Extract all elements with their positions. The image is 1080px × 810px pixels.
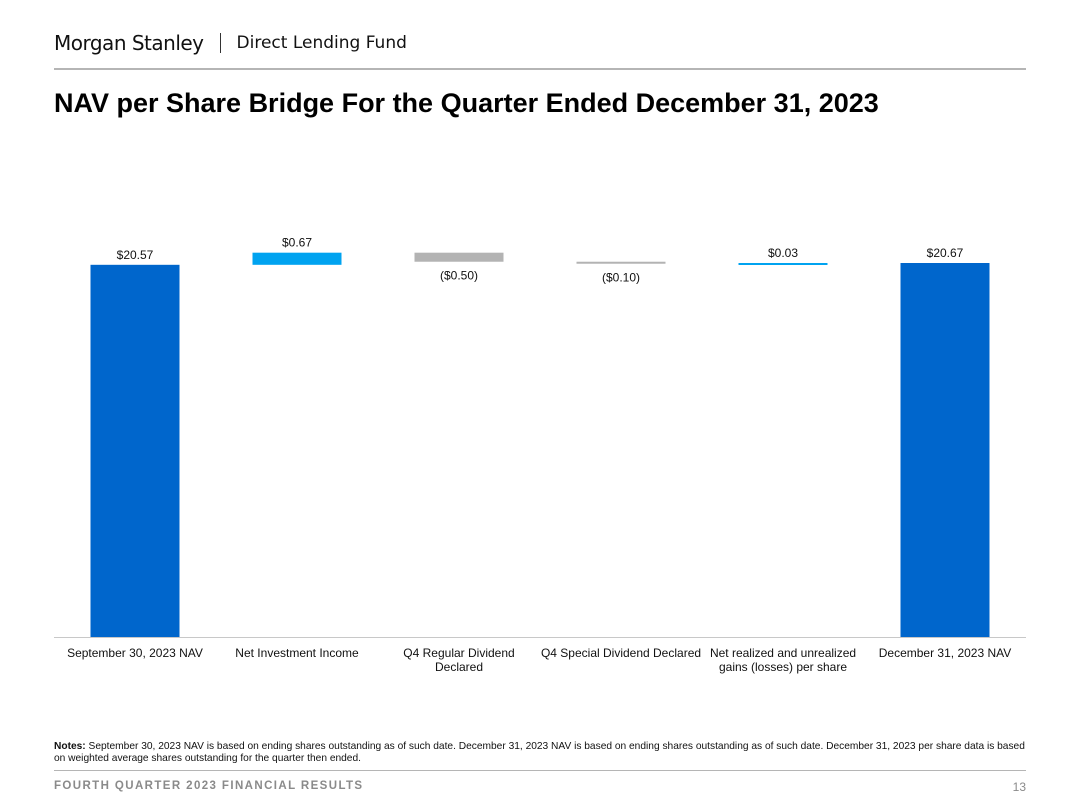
- bar-2: [252, 252, 342, 265]
- value-label-4: ($0.10): [602, 271, 640, 285]
- value-label-3: ($0.50): [440, 269, 478, 283]
- category-label-3: Q4 Regular Dividend: [403, 646, 514, 660]
- value-label-2: $0.67: [282, 236, 312, 250]
- category-label-3-line-2: Declared: [435, 660, 483, 674]
- footer-section: FOURTH QUARTER 2023 FINANCIAL RESULTS: [54, 780, 364, 792]
- category-label-1: September 30, 2023 NAV: [67, 646, 203, 660]
- value-label-6: $20.67: [927, 246, 964, 260]
- category-label-5-line-2: gains (losses) per share: [719, 660, 847, 674]
- category-label-6: December 31, 2023 NAV: [879, 646, 1012, 660]
- brand-logo: Morgan Stanley: [54, 31, 204, 55]
- header: Morgan Stanley Direct Lending Fund: [54, 28, 407, 58]
- category-label-4: Q4 Special Dividend Declared: [541, 646, 701, 660]
- notes-text: September 30, 2023 NAV is based on endin…: [54, 741, 1025, 764]
- notes: Notes: September 30, 2023 NAV is based o…: [54, 741, 1026, 765]
- value-label-5: $0.03: [768, 246, 798, 260]
- category-label-2: Net Investment Income: [235, 646, 359, 660]
- notes-label: Notes:: [54, 741, 86, 752]
- fund-name: Direct Lending Fund: [236, 33, 407, 53]
- header-divider: [219, 33, 221, 53]
- bar-6: [900, 263, 990, 637]
- waterfall-chart: $20.57 September 30, 2023 NAV $0.67 Net Inv…: [54, 236, 1026, 674]
- page-title: NAV per Share Bridge For the Quarter End…: [54, 88, 879, 118]
- value-label-1: $20.57: [117, 248, 154, 262]
- bar-5: [738, 263, 828, 265]
- bar-3: [414, 252, 504, 262]
- header-rule: [54, 68, 1026, 70]
- footer-rule: [54, 770, 1026, 771]
- page-number: 13: [1012, 780, 1026, 794]
- bar-1: [90, 264, 180, 637]
- category-label-5: Net realized and unrealized: [710, 646, 856, 660]
- bar-4: [576, 261, 666, 264]
